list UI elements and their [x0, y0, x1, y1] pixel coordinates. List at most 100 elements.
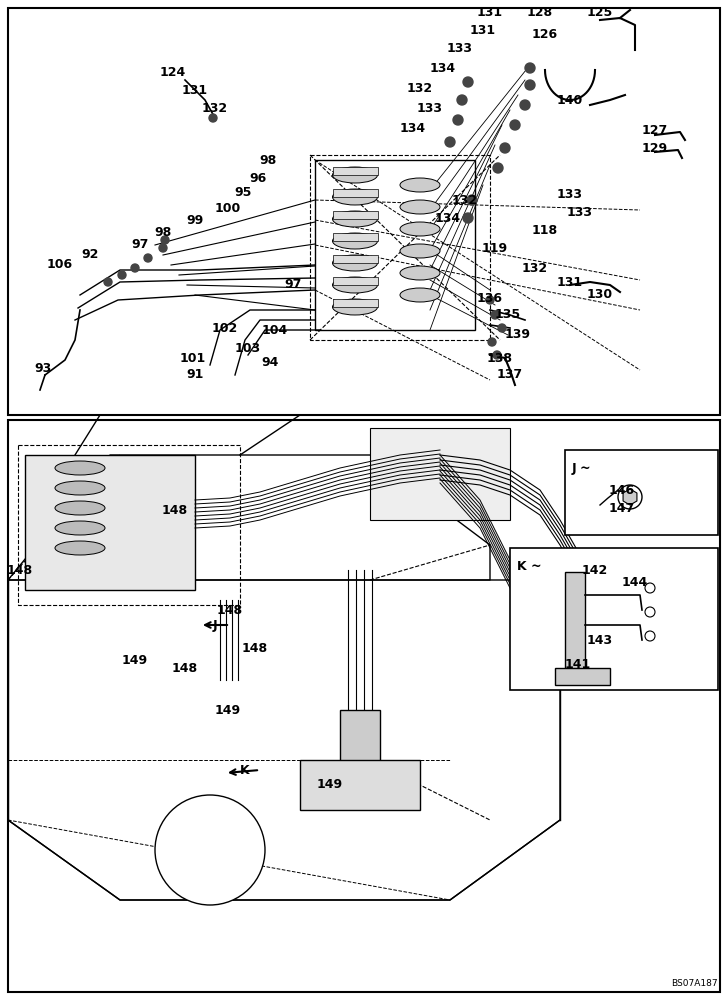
- Bar: [333, 277, 378, 285]
- Circle shape: [520, 100, 530, 110]
- Circle shape: [161, 236, 169, 244]
- Ellipse shape: [400, 288, 440, 302]
- Bar: [340, 710, 380, 780]
- Circle shape: [463, 77, 473, 87]
- Ellipse shape: [400, 222, 440, 236]
- Ellipse shape: [55, 541, 105, 555]
- Circle shape: [457, 95, 467, 105]
- Text: 99: 99: [186, 214, 204, 227]
- Text: 148: 148: [162, 504, 188, 516]
- Circle shape: [645, 631, 655, 641]
- Bar: [333, 233, 378, 241]
- Bar: [565, 572, 585, 678]
- Bar: [370, 428, 510, 520]
- Ellipse shape: [333, 189, 378, 205]
- Text: 142: 142: [582, 564, 608, 576]
- Text: 135: 135: [495, 308, 521, 322]
- Bar: [18, 445, 240, 605]
- Circle shape: [486, 296, 494, 304]
- Ellipse shape: [400, 244, 440, 258]
- Text: 132: 132: [452, 194, 478, 207]
- Ellipse shape: [400, 200, 440, 214]
- Text: 148: 148: [242, 642, 268, 654]
- Bar: [8, 420, 720, 992]
- Circle shape: [453, 115, 463, 125]
- Circle shape: [525, 80, 535, 90]
- Circle shape: [618, 485, 642, 509]
- Bar: [300, 760, 420, 810]
- Text: 138: 138: [487, 352, 513, 364]
- Text: 143: 143: [587, 634, 613, 647]
- Ellipse shape: [333, 299, 378, 315]
- Text: BS07A187: BS07A187: [671, 979, 718, 988]
- Text: 98: 98: [154, 227, 172, 239]
- Text: 148: 148: [7, 564, 33, 576]
- Bar: [310, 155, 490, 340]
- Bar: [25, 455, 195, 590]
- Bar: [333, 211, 378, 219]
- Text: 130: 130: [587, 288, 613, 302]
- Text: 132: 132: [407, 82, 433, 95]
- Bar: [510, 548, 718, 690]
- Bar: [333, 299, 378, 307]
- Text: K ~: K ~: [517, 560, 542, 573]
- Text: 134: 134: [400, 121, 426, 134]
- Circle shape: [118, 271, 126, 279]
- Text: 136: 136: [477, 292, 503, 304]
- Text: 147: 147: [609, 502, 635, 514]
- Text: 98: 98: [259, 153, 277, 166]
- Text: 97: 97: [285, 278, 301, 292]
- Circle shape: [155, 795, 265, 905]
- Text: 127: 127: [642, 123, 668, 136]
- Text: 137: 137: [497, 368, 523, 381]
- Circle shape: [493, 351, 501, 359]
- Text: 91: 91: [186, 368, 204, 381]
- Text: 148: 148: [217, 603, 243, 616]
- Circle shape: [510, 120, 520, 130]
- Text: J ~: J ~: [572, 462, 592, 475]
- Text: 146: 146: [609, 484, 635, 496]
- Text: 132: 132: [202, 102, 228, 114]
- Text: 96: 96: [250, 172, 266, 184]
- Text: 94: 94: [261, 357, 279, 369]
- Circle shape: [645, 583, 655, 593]
- Bar: [315, 160, 475, 330]
- Bar: [333, 255, 378, 263]
- Text: 131: 131: [557, 275, 583, 288]
- Circle shape: [488, 338, 496, 346]
- Ellipse shape: [333, 255, 378, 271]
- Circle shape: [445, 137, 455, 147]
- Text: 95: 95: [234, 186, 252, 200]
- Text: 118: 118: [532, 224, 558, 236]
- Ellipse shape: [55, 461, 105, 475]
- Circle shape: [209, 114, 217, 122]
- Text: 103: 103: [235, 342, 261, 355]
- Text: 101: 101: [180, 352, 206, 364]
- Text: J: J: [213, 618, 218, 632]
- Text: 131: 131: [470, 23, 496, 36]
- Circle shape: [491, 311, 499, 319]
- Text: K: K: [240, 764, 250, 776]
- Bar: [8, 8, 720, 415]
- Text: 128: 128: [527, 5, 553, 18]
- Text: 97: 97: [131, 238, 149, 251]
- Circle shape: [159, 244, 167, 252]
- Bar: [333, 189, 378, 197]
- Text: 92: 92: [82, 248, 99, 261]
- Text: 131: 131: [477, 5, 503, 18]
- Ellipse shape: [333, 277, 378, 293]
- Text: 141: 141: [565, 658, 591, 672]
- Ellipse shape: [55, 501, 105, 515]
- Circle shape: [498, 324, 506, 332]
- Text: 134: 134: [435, 212, 461, 225]
- Circle shape: [463, 213, 473, 223]
- Text: 131: 131: [182, 84, 208, 97]
- Text: 102: 102: [212, 322, 238, 334]
- Ellipse shape: [333, 167, 378, 183]
- Circle shape: [131, 264, 139, 272]
- Text: 125: 125: [587, 5, 613, 18]
- Text: 104: 104: [262, 324, 288, 336]
- Circle shape: [467, 195, 477, 205]
- Text: 140: 140: [557, 94, 583, 106]
- Text: 133: 133: [567, 207, 593, 220]
